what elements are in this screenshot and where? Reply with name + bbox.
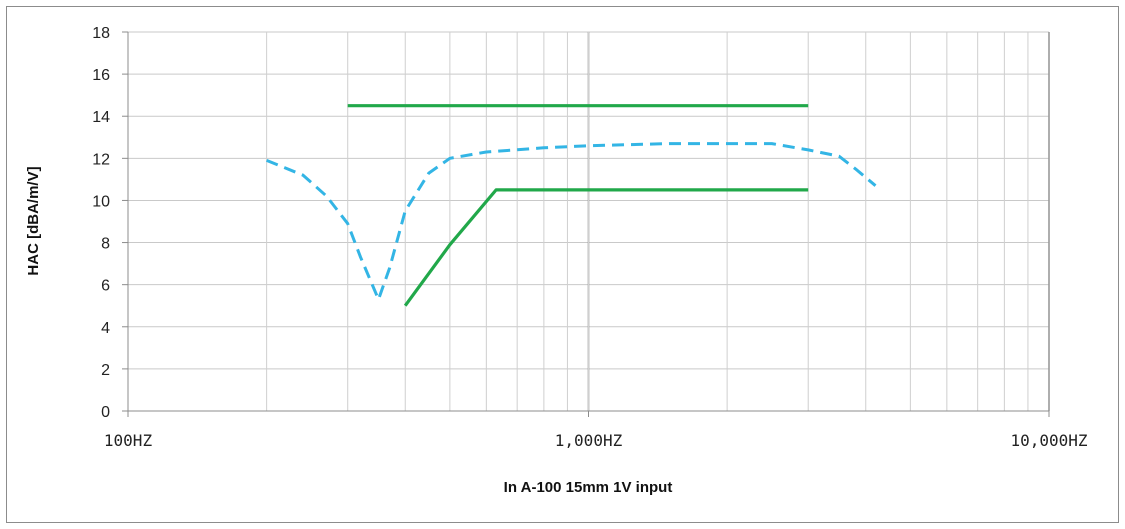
axes	[122, 31, 1050, 417]
series	[266, 104, 877, 307]
y-tick-label: 4	[101, 320, 110, 337]
y-tick-label: 18	[92, 25, 110, 42]
y-tick-label: 16	[92, 67, 110, 84]
y-tick-label: 2	[101, 362, 110, 379]
y-tick-label: 6	[101, 278, 110, 295]
y-tick-label: 0	[101, 404, 110, 421]
chart-frame	[6, 6, 1119, 523]
x-axis-title: In A-100 15mm 1V input	[504, 479, 673, 496]
tick-labels: 0 2 4 6 8 10 12 14 16 18 100HZ 1,000HZ 10,000HZ	[92, 25, 1088, 450]
grid	[128, 31, 1050, 411]
series-line-3	[403, 188, 809, 307]
y-tick-label: 12	[92, 151, 110, 168]
series-line-1	[266, 142, 877, 301]
y-axis-title: HAC [dBA/m/V]	[25, 166, 42, 275]
x-tick-label: 10,000HZ	[1010, 431, 1087, 450]
x-tick-label: 1,000HZ	[555, 431, 623, 450]
y-tick-label: 8	[101, 236, 110, 253]
y-tick-label: 10	[92, 193, 110, 210]
x-tick-label: 100HZ	[104, 431, 153, 450]
y-tick-label: 14	[92, 109, 110, 126]
